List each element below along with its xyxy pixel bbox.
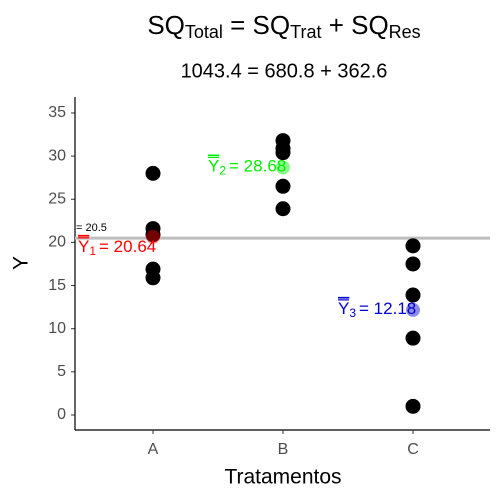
point [275,178,291,194]
mean-label: Y1 = 20.64 [78,237,156,258]
x-tick-label: C [407,441,419,458]
point [275,201,291,217]
y-axis-label: Y [10,256,33,270]
title-subscript: Total [185,22,223,42]
point [405,398,421,414]
title-part: = SQ [223,10,290,40]
y-tick-label: 35 [48,104,66,121]
point [405,287,421,303]
x-tick-label: A [148,441,159,458]
y-tick-label: 30 [48,147,66,164]
y-tick-label: 20 [48,234,66,251]
y-tick-label: 0 [57,406,66,423]
point [145,270,161,286]
x-tick-label: B [278,441,289,458]
y-tick-label: 25 [48,190,66,207]
mean-subscript: 1 [89,244,96,258]
mean-subscript: 2 [219,164,226,178]
title-subscript: Res [389,22,421,42]
chart-subtitle: 1043.4 = 680.8 + 362.6 [181,60,388,82]
mean-symbol: Y [78,237,89,256]
point [145,165,161,181]
point [145,227,161,243]
mean-label: Y2 = 28.68 [208,157,286,178]
title-part: + SQ [321,10,388,40]
mean-symbol: Y [338,299,349,318]
mean-subscript: 3 [349,306,356,320]
point [405,330,421,346]
grand-mean-label: = 20.5 [76,222,107,234]
mean-point [276,160,290,175]
mean-point [406,302,420,317]
mean-symbol: Y [208,157,219,176]
mean-value: = 12.18 [359,299,416,318]
mean-value: = 20.64 [99,237,156,256]
y-tick-label: 5 [57,363,66,380]
point [405,238,421,254]
mean-label: Y3 = 12.18 [338,299,416,320]
chart-title: SQTotal = SQTrat + SQRes [147,10,420,42]
x-axis-label: Tratamentos [224,466,341,489]
mean-point [146,229,160,244]
point [275,145,291,161]
title-subscript: Trat [290,22,321,42]
mean-value: = 28.68 [229,157,286,176]
y-tick-label: 10 [48,320,66,337]
point [405,256,421,272]
title-part: SQ [147,10,185,40]
y-tick-label: 15 [48,277,66,294]
